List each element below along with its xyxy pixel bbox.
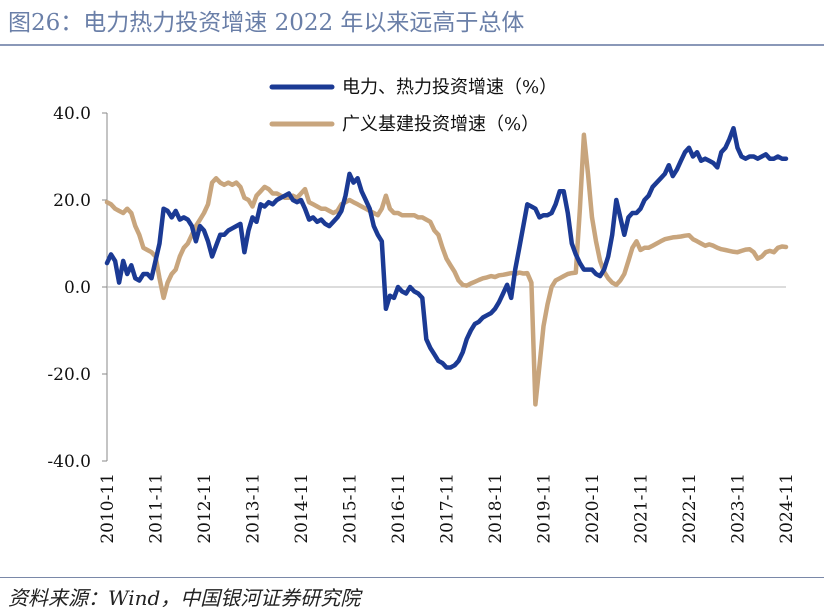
x-tick-label: 2019-11 [535,473,555,544]
title-rule [0,44,824,46]
x-tick-label: 2014-11 [292,473,312,544]
legend-label: 电力、热力投资增速（%） [342,77,557,98]
y-tick-label: 0.0 [64,278,91,298]
source-note: 资料来源：Wind，中国银河证券研究院 [8,586,361,610]
x-tick-label: 2021-11 [632,473,652,544]
x-tick-label: 2020-11 [583,473,603,544]
y-tick-label: 20.0 [53,191,91,211]
chart-legend: 电力、热力投资增速（%） 广义基建投资增速（%） [269,77,557,135]
x-tick-label: 2012-11 [195,473,215,544]
legend-label: 广义基建投资增速（%） [342,114,539,135]
x-tick-label: 2013-11 [244,473,264,544]
y-tick-label: -20.0 [47,365,91,385]
y-tick-label: 40.0 [53,104,91,124]
series-line-infra [104,132,789,407]
line-chart: 40.0 20.0 0.0 -20.0 -40.0 2010-11 2011-11 2012-… [47,77,797,544]
figure-title: 图26：电力热力投资增速 2022 年以来远高于总体 [8,10,525,36]
x-tick-label: 2018-11 [486,473,506,544]
x-tick-label: 2024-11 [777,473,797,544]
chart-axes: 40.0 20.0 0.0 -20.0 -40.0 2010-11 2011-11 2012-… [47,104,797,544]
x-tick-label: 2023-11 [729,473,749,544]
source-rule [0,577,824,578]
x-tick-label: 2022-11 [680,473,700,544]
series-line-power [104,125,789,370]
x-tick-label: 2010-11 [98,473,118,544]
x-tick-label: 2016-11 [389,473,409,544]
y-tick-label: -40.0 [47,452,91,472]
x-tick-label: 2011-11 [147,473,167,544]
x-tick-label: 2017-11 [438,473,458,544]
x-tick-label: 2015-11 [341,473,361,544]
chart-series [104,125,789,407]
